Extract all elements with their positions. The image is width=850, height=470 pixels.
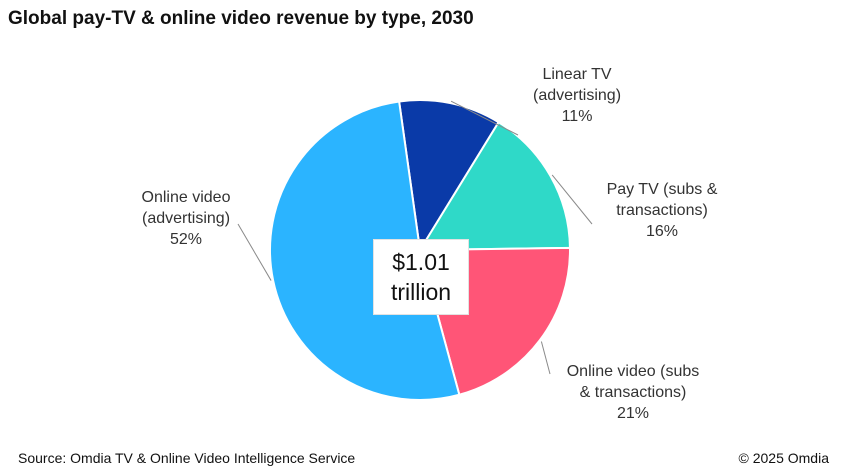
leader-line-4: [237, 223, 272, 281]
pie-slice-2: [418, 120, 571, 252]
slice-label-2: Pay TV (subs & transactions) 16%: [607, 181, 718, 240]
pie-slice-4: [269, 100, 461, 402]
center-total-value: $1.01: [392, 249, 450, 275]
slice-label-1: Linear TV (advertising) 11%: [533, 66, 621, 125]
source-note: Source: Omdia TV & Online Video Intellig…: [18, 450, 356, 466]
leader-line-3: [540, 341, 551, 375]
copyright-note: © 2025 Omdia: [738, 450, 829, 466]
pie-slice-1: [397, 99, 500, 253]
chart-title: Global pay-TV & online video revenue by …: [8, 8, 474, 29]
slice-label-4: Online video (advertising) 52%: [142, 189, 231, 248]
leader-line-1: [450, 100, 519, 136]
slice-label-3: Online video (subs & transactions) 21%: [567, 363, 700, 422]
center-total-box: $1.01 trillion: [373, 239, 469, 315]
leader-line-2: [551, 174, 593, 225]
center-total-unit: trillion: [390, 279, 452, 305]
